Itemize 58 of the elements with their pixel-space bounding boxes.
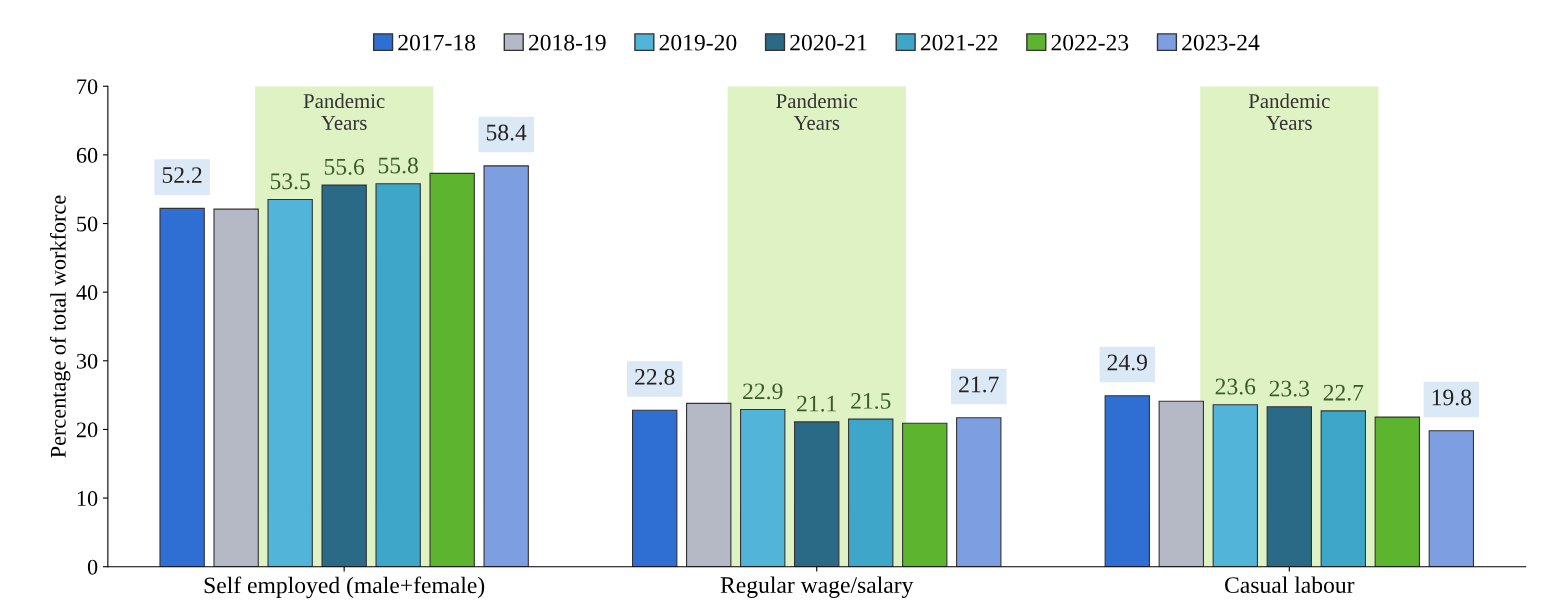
bar: [848, 418, 894, 567]
y-tick-label: 70: [77, 79, 98, 95]
bar: [321, 184, 367, 567]
data-label: 22.7: [1323, 384, 1364, 401]
y-tick-label: 30: [76, 353, 98, 369]
y-axis-title: Percentage of total workforce: [49, 195, 71, 458]
data-label: 22.8: [635, 368, 675, 385]
bar: [1266, 406, 1313, 567]
data-label: 52.2: [162, 167, 202, 184]
y-tick-label: 10: [77, 491, 98, 507]
x-tick-label: Self employed (male+female): [204, 576, 485, 599]
y-tick-label: 40: [76, 285, 98, 301]
data-label: 21.1: [797, 395, 836, 412]
data-label: 58.4: [486, 124, 527, 141]
bar: [375, 183, 421, 567]
bar: [213, 208, 259, 567]
data-label: 19.8: [1432, 389, 1472, 406]
data-label: 53.5: [270, 173, 310, 190]
x-tick-label: Regular wage/salary: [720, 576, 914, 598]
bar: [902, 422, 948, 567]
data-label: 23.3: [1269, 380, 1310, 397]
bar: [632, 409, 678, 567]
bar: [794, 421, 840, 567]
bar: [1320, 410, 1367, 567]
legend-label: 2018-19: [528, 34, 606, 51]
data-label: 22.9: [743, 383, 783, 400]
band-label: Pandemic Years: [1248, 93, 1330, 130]
bar: [686, 402, 732, 567]
bar: [1158, 400, 1204, 567]
bar: [483, 165, 529, 567]
legend-label: 2022-23: [1051, 34, 1129, 51]
bar: [159, 207, 205, 567]
legend-label: 2019-20: [659, 34, 737, 51]
bar: [956, 417, 1002, 567]
data-label: 21.5: [851, 392, 891, 409]
data-label: 55.8: [378, 157, 418, 174]
data-label: 24.9: [1107, 354, 1147, 371]
y-tick-label: 0: [87, 559, 98, 575]
legend-label: 2017-18: [398, 34, 476, 51]
y-tick-label: 60: [76, 147, 98, 163]
bar: [740, 408, 786, 567]
bar: [1104, 395, 1150, 567]
y-tick-label: 50: [77, 216, 98, 232]
x-tick-label: Casual labour: [1225, 576, 1355, 594]
y-tick-label: 20: [76, 422, 98, 438]
bar: [1374, 416, 1421, 567]
bar: [1428, 430, 1475, 567]
bar: [429, 172, 475, 567]
legend-label: 2023-24: [1182, 34, 1260, 51]
data-label: 21.7: [959, 376, 999, 393]
data-label: 55.6: [324, 158, 365, 175]
bar: [1212, 404, 1258, 567]
legend-label: 2021-22: [920, 34, 998, 51]
bar: [267, 198, 313, 567]
data-label: 23.6: [1215, 378, 1256, 395]
band-label: Pandemic Years: [776, 93, 858, 130]
legend-label: 2020-21: [790, 34, 867, 51]
band-label: Pandemic Years: [303, 93, 385, 130]
